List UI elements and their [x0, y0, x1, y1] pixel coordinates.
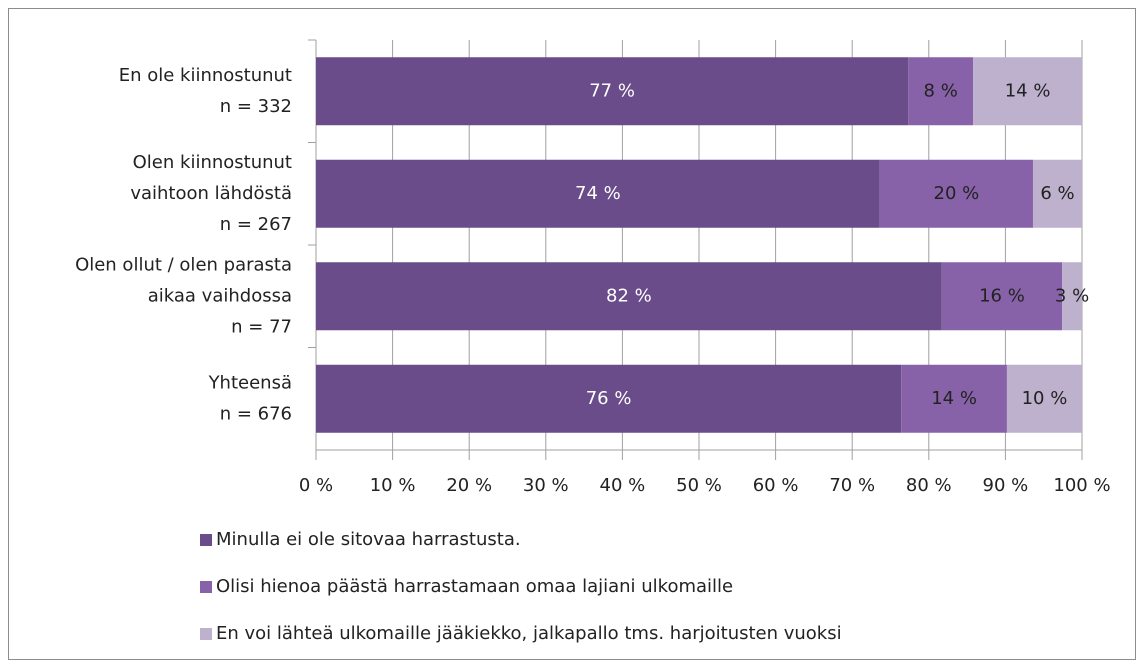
- legend-label: En voi lähteä ulkomaille jääkiekko, jalk…: [216, 623, 842, 644]
- data-label: 6 %: [1040, 183, 1074, 204]
- bar-segment: [908, 57, 974, 126]
- category-label: Yhteensä: [208, 372, 292, 393]
- x-tick-label: 10 %: [370, 475, 416, 496]
- data-label: 74 %: [575, 183, 621, 204]
- data-label: 20 %: [934, 183, 980, 204]
- x-tick-label: 80 %: [906, 475, 952, 496]
- bar-segment: [1062, 262, 1082, 331]
- category-label: vaihtoon lähdöstä: [130, 183, 292, 204]
- data-label: 8 %: [924, 80, 958, 101]
- category-label: n = 267: [220, 214, 292, 235]
- data-label: 10 %: [1022, 388, 1068, 409]
- data-label: 76 %: [586, 388, 632, 409]
- bar-segment: [879, 159, 1033, 228]
- bar-segment: [316, 364, 902, 433]
- legend-swatch: [200, 628, 212, 640]
- data-label: 77 %: [589, 80, 635, 101]
- category-label: aikaa vaihdossa: [148, 285, 292, 306]
- x-tick-label: 100 %: [1053, 475, 1110, 496]
- bar-segment: [901, 364, 1007, 433]
- x-tick-label: 20 %: [446, 475, 492, 496]
- data-label: 14 %: [1005, 80, 1051, 101]
- x-tick-label: 40 %: [600, 475, 646, 496]
- category-label: Olen kiinnostunut: [133, 152, 292, 173]
- category-label: Olen ollut / olen parasta: [75, 254, 292, 275]
- data-label: 3 %: [1055, 285, 1089, 306]
- bar-segment: [316, 262, 942, 331]
- bar-segment: [973, 57, 1082, 126]
- data-label: 14 %: [931, 388, 977, 409]
- data-label: 82 %: [606, 285, 652, 306]
- data-label: 16 %: [979, 285, 1025, 306]
- x-tick-label: 0 %: [299, 475, 333, 496]
- category-label: n = 332: [220, 96, 292, 117]
- bar-segment: [316, 159, 880, 228]
- legend-label: Olisi hienoa päästä harrastamaan omaa la…: [216, 576, 733, 597]
- legend-swatch: [200, 534, 212, 546]
- bar-segment: [316, 57, 909, 126]
- bar-segment: [941, 262, 1063, 331]
- bar-segment: [1032, 159, 1082, 228]
- legend-swatch: [200, 581, 212, 593]
- category-label: n = 676: [220, 403, 292, 424]
- x-tick-label: 60 %: [753, 475, 799, 496]
- x-tick-label: 30 %: [523, 475, 569, 496]
- x-tick-label: 90 %: [983, 475, 1029, 496]
- category-label: En ole kiinnostunut: [119, 65, 292, 86]
- category-label: n = 77: [231, 316, 292, 337]
- x-tick-label: 70 %: [829, 475, 875, 496]
- legend-label: Minulla ei ole sitovaa harrastusta.: [216, 529, 521, 550]
- bar-segment: [1006, 364, 1082, 433]
- x-tick-label: 50 %: [676, 475, 722, 496]
